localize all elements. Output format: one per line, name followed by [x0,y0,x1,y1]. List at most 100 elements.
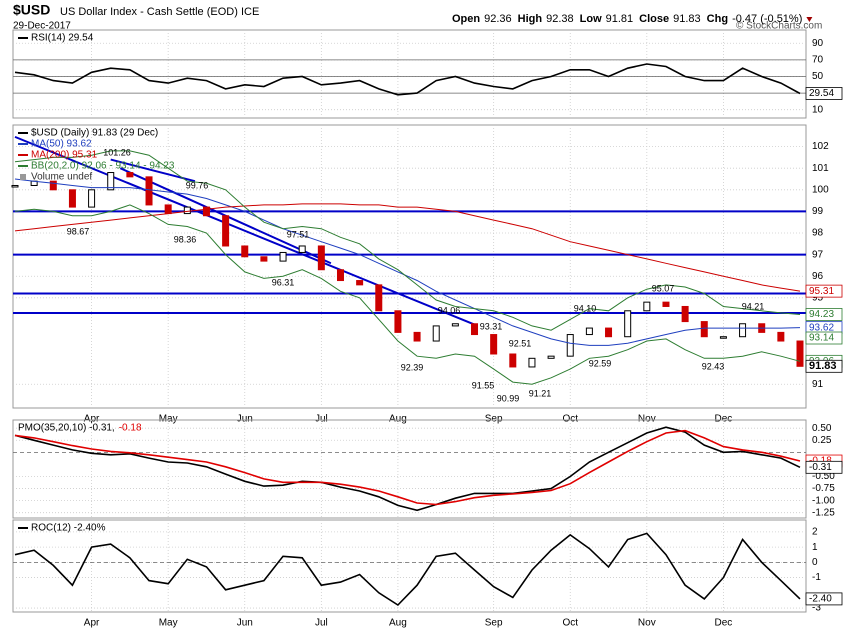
annotation: 92.59 [589,358,612,368]
series-line [14,532,801,607]
candle [336,269,344,282]
annotation: 97.51 [287,229,310,239]
quote-value: 92.38 [546,13,574,25]
x-tick-label: Dec [715,618,733,629]
y-tick-label: 98 [812,228,824,239]
y-tick-label: 50 [812,71,824,82]
bollinger-upper [14,150,801,331]
value-tag-label: -2.40 [809,594,832,605]
candle [68,189,76,208]
series-line [14,203,801,292]
annotation: 101.26 [103,147,131,157]
x-tick-label: Dec [715,414,733,425]
quote-value: 91.81 [606,13,634,25]
x-tick-label: Jul [315,414,328,425]
y-tick-label: 10 [812,104,824,115]
quote-label: Close [639,13,669,25]
candle [145,176,153,206]
x-tick-label: Nov [638,618,656,629]
candle [605,327,613,338]
y-tick-label: 0.50 [812,423,832,434]
legend-entry: MA(50) 93.62 [31,139,92,150]
x-tick-label: Aug [389,414,407,425]
series-line [14,426,801,512]
date: 29-Dec-2017 [13,21,71,32]
annotation: 93.31 [480,321,503,331]
candle [260,256,268,262]
panel-frame [12,519,807,613]
y-tick-label: 1 [812,542,818,553]
value-tag [805,592,843,606]
x-tick-label: Oct [562,618,578,629]
y-tick-label: 2 [812,527,818,538]
legend-entry: PMO(35,20,10) -0.31, [18,423,115,434]
candle [164,204,172,215]
y-tick-label: 96 [812,271,824,282]
x-tick-label: Nov [638,414,656,425]
value-tag-label: 94.23 [809,309,834,320]
x-tick-label: Sep [485,414,503,425]
value-tag-label: 95.31 [809,286,834,297]
instrument-name: US Dollar Index - Cash Settle (EOD) ICE [60,6,259,18]
panel-frame [12,124,807,409]
annotation: 91.55 [472,380,495,390]
candle [739,323,747,338]
candle [183,206,191,215]
value-tag-label: 29.54 [809,88,834,99]
value-tag [805,284,843,298]
x-tick-label: Sep [485,618,503,629]
panel-frame [12,419,807,519]
series-line [14,178,801,346]
candle [375,284,383,312]
down-arrow [806,17,813,22]
y-tick-label: 99 [812,206,824,217]
candle [49,180,57,191]
quote-value: 91.83 [673,13,701,25]
symbol: $USD [13,2,50,18]
candle [643,301,651,312]
trend-line [110,158,196,183]
candle [222,215,230,247]
candle [796,340,804,367]
x-tick-label: May [159,414,178,425]
annotation: 92.39 [401,362,424,372]
candle [547,355,555,359]
x-tick-label: Jul [315,618,328,629]
candle [451,323,459,327]
candle [356,280,364,286]
x-tick-label: Aug [389,618,407,629]
y-tick-label: 95 [812,292,824,303]
x-tick-label: May [159,618,178,629]
value-tag-label: 93.14 [809,333,834,344]
x-tick-label: Jun [237,414,253,425]
candle [88,189,96,208]
candle [662,301,670,307]
value-tag [805,460,843,474]
candle [107,172,115,191]
annotation: 92.51 [509,338,532,348]
candle [432,325,440,342]
y-tick-label: -1 [812,572,821,583]
legend-entry: MA(200) 95.31 [31,150,98,161]
y-tick-label: 70 [812,55,824,66]
legend-entry: BB(20,2.0) 92.06 - 93.14 - 94.23 [31,161,175,172]
annotation: 98.36 [174,234,197,244]
candle [413,331,421,342]
candle [490,334,498,355]
quote-value: 92.36 [484,13,512,25]
change-label: Chg [707,13,728,25]
value-tag-label: -0.31 [809,462,832,473]
candle [241,245,249,258]
series-line [14,63,801,96]
x-tick-label: Apr [84,414,100,425]
bollinger-lower [14,204,801,385]
annotation: 96.31 [272,277,295,287]
trend-line [14,135,475,326]
annotation: 95.07 [652,283,675,293]
change-value: -0.47 (-0.51%) [732,13,802,25]
y-tick-label: 101 [812,163,829,174]
value-tag-label: 91.83 [809,360,837,372]
x-tick-label: Jun [237,618,253,629]
annotation: 90.99 [497,393,520,403]
